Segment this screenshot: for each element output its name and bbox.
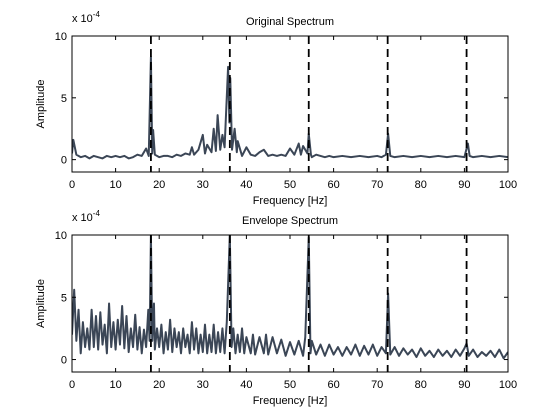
y-tick-label: 5 <box>61 93 67 105</box>
spectrum-line <box>72 235 508 360</box>
multiplier-exponent: -4 <box>93 209 101 218</box>
x-tick-label: 10 <box>109 179 121 191</box>
y-tick-label: 0 <box>61 155 67 167</box>
y-axis-label: Amplitude <box>35 80 47 129</box>
x-tick-label: 100 <box>499 179 517 191</box>
x-tick-label: 0 <box>69 379 75 391</box>
x-tick-label: 80 <box>415 379 427 391</box>
axis-multiplier: x 10-4 <box>72 209 100 224</box>
x-tick-label: 20 <box>153 179 165 191</box>
x-tick-label: 40 <box>240 179 252 191</box>
chart-title: Original Spectrum <box>246 16 334 28</box>
axis-multiplier: x 10-4 <box>72 10 100 25</box>
x-tick-label: 70 <box>371 179 383 191</box>
chart-title: Envelope Spectrum <box>242 215 338 227</box>
x-axis-label: Frequency [Hz] <box>253 395 328 407</box>
y-axis-label: Amplitude <box>35 279 47 328</box>
y-tick-label: 10 <box>55 31 67 43</box>
x-tick-label: 80 <box>415 179 427 191</box>
x-tick-label: 100 <box>499 379 517 391</box>
x-tick-label: 50 <box>284 179 296 191</box>
y-tick-label: 5 <box>61 292 67 304</box>
plot-area <box>72 36 508 172</box>
x-tick-label: 50 <box>284 379 296 391</box>
multiplier-exponent: -4 <box>93 10 101 19</box>
y-tick-label: 10 <box>55 230 67 242</box>
x-tick-label: 10 <box>109 379 121 391</box>
multiplier-base: x 10 <box>72 212 93 224</box>
x-tick-label: 90 <box>458 179 470 191</box>
multiplier-base: x 10 <box>72 13 93 25</box>
x-tick-label: 30 <box>197 379 209 391</box>
x-tick-label: 60 <box>327 179 339 191</box>
spectrum-line <box>72 56 508 160</box>
y-tick-label: 0 <box>61 355 67 367</box>
x-tick-label: 40 <box>240 379 252 391</box>
x-axis-label: Frequency [Hz] <box>253 195 328 207</box>
x-tick-label: 0 <box>69 179 75 191</box>
x-tick-label: 90 <box>458 379 470 391</box>
x-tick-label: 70 <box>371 379 383 391</box>
x-tick-label: 20 <box>153 379 165 391</box>
x-tick-label: 60 <box>327 379 339 391</box>
plot-area <box>72 235 508 372</box>
x-tick-label: 30 <box>197 179 209 191</box>
